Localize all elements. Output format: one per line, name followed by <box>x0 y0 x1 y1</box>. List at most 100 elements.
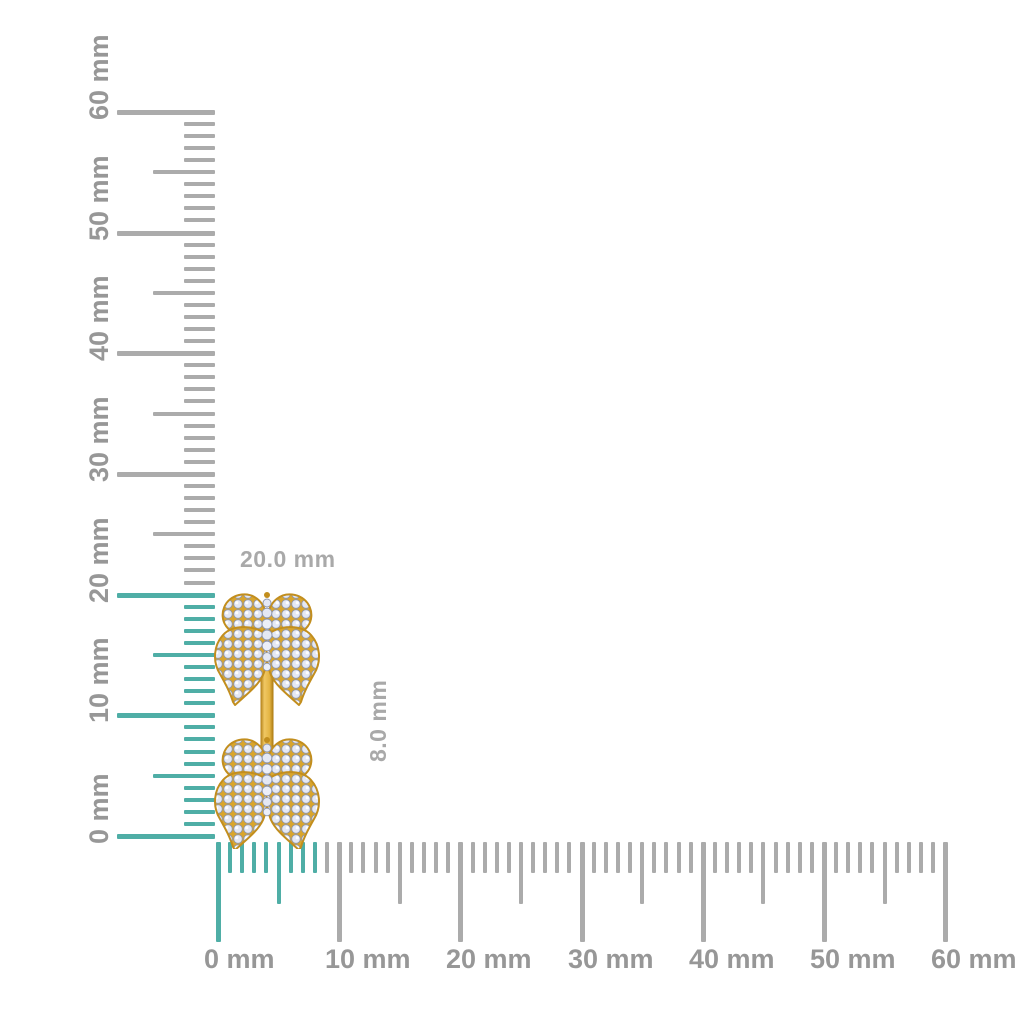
h-tick-24mm <box>507 842 511 873</box>
v-tick-37mm <box>184 387 215 391</box>
v-tick-49mm <box>184 243 215 247</box>
h-tick-0mm <box>216 842 221 942</box>
h-tick-18mm <box>434 842 438 873</box>
v-tick-15mm <box>153 653 215 657</box>
h-tick-59mm <box>931 842 935 873</box>
h-tick-28mm <box>555 842 559 873</box>
v-tick-41mm <box>184 339 215 343</box>
v-tick-34mm <box>184 424 215 428</box>
v-tick-53mm <box>184 194 215 198</box>
v-tick-26mm <box>184 520 215 524</box>
height-annotation: 20.0 mm <box>240 546 336 572</box>
v-tick-4mm <box>184 786 215 790</box>
v-tick-48mm <box>184 255 215 259</box>
h-label-30mm: 30 mm <box>568 944 654 974</box>
v-tick-23mm <box>184 556 215 560</box>
h-tick-56mm <box>895 842 899 873</box>
v-tick-6mm <box>184 762 215 766</box>
h-tick-48mm <box>798 842 802 873</box>
h-tick-11mm <box>349 842 353 873</box>
v-tick-55mm <box>153 170 215 174</box>
h-tick-29mm <box>567 842 571 873</box>
v-tick-54mm <box>184 182 215 186</box>
h-tick-46mm <box>774 842 778 873</box>
v-label-50mm: 50 mm <box>84 155 114 241</box>
h-tick-31mm <box>592 842 596 873</box>
v-tick-35mm <box>153 412 215 416</box>
h-tick-47mm <box>786 842 790 873</box>
v-tick-38mm <box>184 375 215 379</box>
h-tick-36mm <box>652 842 656 873</box>
h-tick-51mm <box>834 842 838 873</box>
h-tick-12mm <box>361 842 365 873</box>
h-tick-15mm <box>398 842 402 904</box>
v-tick-13mm <box>184 677 215 681</box>
v-tick-46mm <box>184 279 215 283</box>
h-tick-41mm <box>713 842 717 873</box>
h-label-10mm: 10 mm <box>325 944 411 974</box>
v-tick-33mm <box>184 436 215 440</box>
v-tick-7mm <box>184 750 215 754</box>
v-tick-1mm <box>184 822 215 826</box>
h-tick-57mm <box>907 842 911 873</box>
v-tick-59mm <box>184 122 215 126</box>
v-label-0mm: 0 mm <box>84 773 114 844</box>
v-tick-3mm <box>184 798 215 802</box>
v-tick-56mm <box>184 158 215 162</box>
h-tick-35mm <box>640 842 644 904</box>
h-tick-5mm <box>277 842 281 904</box>
h-tick-23mm <box>495 842 499 873</box>
h-tick-32mm <box>604 842 608 873</box>
h-tick-25mm <box>519 842 523 904</box>
v-tick-0mm <box>117 834 215 839</box>
v-tick-12mm <box>184 689 215 693</box>
v-tick-21mm <box>184 581 215 585</box>
h-tick-60mm <box>943 842 948 942</box>
h-tick-52mm <box>846 842 850 873</box>
h-tick-14mm <box>386 842 390 873</box>
h-tick-40mm <box>701 842 706 942</box>
h-tick-43mm <box>737 842 741 873</box>
h-tick-33mm <box>616 842 620 873</box>
h-tick-38mm <box>677 842 681 873</box>
v-tick-24mm <box>184 544 215 548</box>
v-tick-9mm <box>184 725 215 729</box>
v-tick-22mm <box>184 568 215 572</box>
v-tick-52mm <box>184 206 215 210</box>
v-tick-43mm <box>184 315 215 319</box>
h-tick-26mm <box>531 842 535 873</box>
h-tick-22mm <box>483 842 487 873</box>
v-tick-10mm <box>117 713 215 718</box>
v-tick-45mm <box>153 291 215 295</box>
v-tick-25mm <box>153 532 215 536</box>
v-tick-47mm <box>184 267 215 271</box>
h-tick-50mm <box>822 842 827 942</box>
h-tick-58mm <box>919 842 923 873</box>
h-tick-49mm <box>810 842 814 873</box>
h-tick-9mm <box>325 842 329 873</box>
h-tick-13mm <box>374 842 378 873</box>
width-annotation: 8.0 mm <box>365 679 391 762</box>
h-tick-17mm <box>422 842 426 873</box>
h-tick-44mm <box>749 842 753 873</box>
h-label-50mm: 50 mm <box>810 944 896 974</box>
h-tick-30mm <box>580 842 585 942</box>
h-tick-39mm <box>689 842 693 873</box>
h-tick-53mm <box>858 842 862 873</box>
h-tick-42mm <box>725 842 729 873</box>
h-tick-37mm <box>664 842 668 873</box>
v-tick-2mm <box>184 810 215 814</box>
v-tick-30mm <box>117 472 215 477</box>
h-tick-16mm <box>410 842 414 873</box>
v-tick-28mm <box>184 496 215 500</box>
v-tick-58mm <box>184 134 215 138</box>
v-tick-60mm <box>117 110 215 115</box>
v-tick-11mm <box>184 701 215 705</box>
h-label-20mm: 20 mm <box>446 944 532 974</box>
v-tick-16mm <box>184 641 215 645</box>
h-label-60mm: 60 mm <box>931 944 1017 974</box>
v-label-40mm: 40 mm <box>84 275 114 361</box>
v-tick-50mm <box>117 231 215 236</box>
v-label-60mm: 60 mm <box>84 34 114 120</box>
